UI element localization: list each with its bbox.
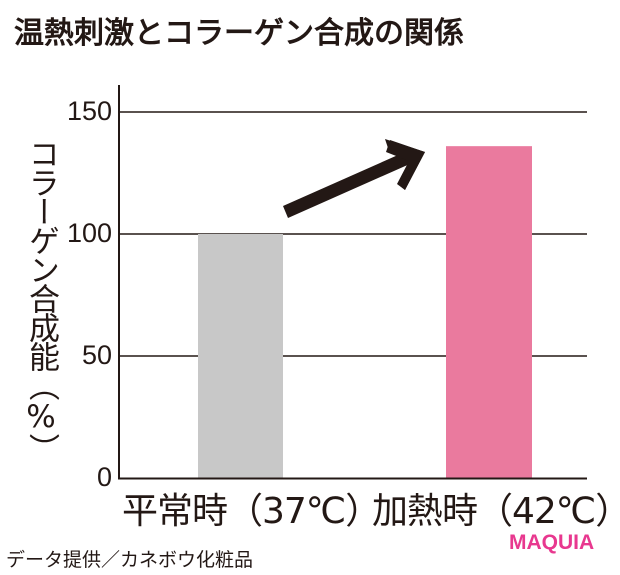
y-axis-label: コラーゲン合成能（%） [23,138,59,462]
y-tick-100: 100 [66,218,112,248]
increase-arrow-icon [283,139,425,218]
bar-normal [198,234,283,478]
category-label-heated: 加熱時（42℃） [372,491,620,532]
y-tick-150: 150 [66,96,112,126]
y-tick-50: 50 [81,340,112,370]
brand-logo: MAQUIA [509,531,595,554]
bar-heated [446,146,532,478]
chart-title: 温熱刺激とコラーゲン合成の関係 [14,16,464,51]
data-source-credit: データ提供／カネボウ化粧品 [6,549,254,571]
y-tick-0: 0 [96,462,112,492]
category-label-normal: 平常時（37℃） [122,491,381,532]
